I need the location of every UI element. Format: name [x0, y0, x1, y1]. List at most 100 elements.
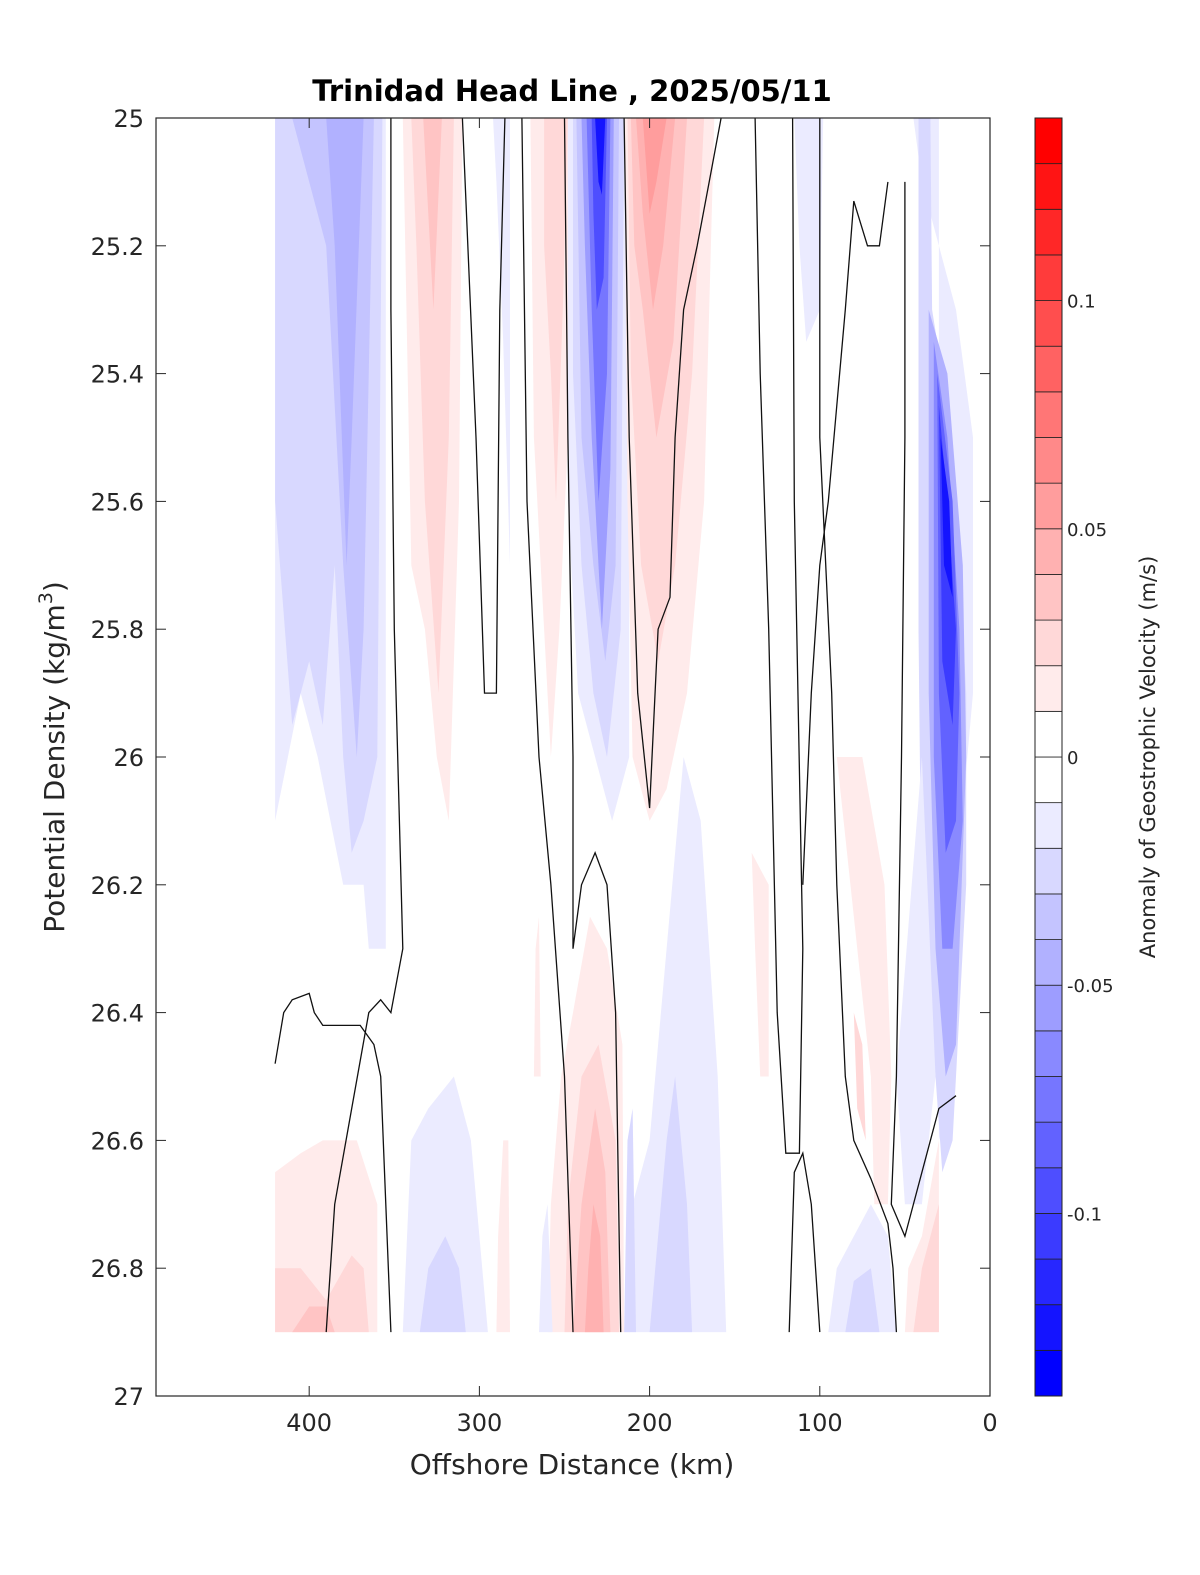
y-tick-label: 25.4 [91, 361, 144, 389]
contour-fill-30 [624, 757, 727, 1333]
contour-fill-50 [845, 1268, 880, 1333]
contour-line-zero-3 [521, 118, 574, 1333]
y-tick-label: 25.2 [91, 233, 144, 261]
contour-fill-43 [275, 1255, 369, 1333]
contour-fill-16 [595, 118, 606, 195]
contour-line-zero-2 [461, 118, 506, 694]
plot-area: 400 300 200 100 0 25 25.2 25.4 25.6 25.8 26 26.2 26… [91, 105, 998, 1437]
contour-lines [274, 118, 957, 1333]
colorbar-bin [1034, 1349, 1063, 1397]
colorbar-bin [1034, 391, 1063, 438]
colorbar-bin [1034, 437, 1063, 484]
contour-line-zero-5 [623, 118, 722, 809]
x-axis-title: Offshore Distance (km) [410, 1448, 735, 1481]
colorbar-bin [1034, 619, 1063, 667]
y-tick-label: 26.4 [91, 1000, 144, 1028]
contour-fill-21 [642, 118, 667, 214]
colorbar-tick-label: -0.05 [1067, 976, 1114, 997]
y-axis-title: Potential Density (kg/m3) [35, 581, 71, 933]
colorbar-bin [1034, 1121, 1063, 1169]
contour-line-zero-10 [788, 1150, 821, 1333]
colorbar-bin [1034, 117, 1063, 165]
contour-fill-3 [326, 118, 364, 566]
colorbar-bin [1034, 163, 1063, 210]
contour-fill-49 [828, 1204, 897, 1333]
contour-line-zero-4 [563, 118, 622, 1333]
x-tick-label: 400 [286, 1409, 332, 1437]
colorbar-bin [1034, 528, 1063, 575]
contour-fill-6 [423, 118, 442, 310]
y-axis-title-superscript: 3 [35, 592, 57, 604]
colorbar-bin [1034, 254, 1063, 301]
contour-fill-44 [292, 1306, 335, 1333]
y-tick-label: 25.8 [91, 616, 144, 644]
contour-line-zero-8 [890, 181, 957, 1239]
chart-title: Trinidad Head Line , 2025/05/11 [312, 74, 832, 108]
contour-fill-37 [496, 1140, 510, 1333]
colorbar-bin [1034, 1076, 1063, 1123]
y-tick-label: 27 [113, 1383, 144, 1411]
x-tick-label: 200 [627, 1409, 673, 1437]
colorbar-bin [1034, 574, 1063, 621]
colorbar-tick-label: -0.1 [1067, 1204, 1102, 1225]
colorbar-title: Anomaly of Geostrophic Velocity (m/s) [1136, 556, 1160, 959]
colorbar-bin [1034, 1213, 1063, 1260]
colorbar-bin [1034, 1258, 1063, 1306]
y-axis-title-main: Potential Density (kg/m [38, 604, 71, 933]
x-tick-label: 100 [797, 1409, 843, 1437]
colorbar-bin [1034, 1167, 1063, 1214]
filled-contours [275, 118, 973, 1333]
colorbar-bin [1034, 300, 1063, 347]
contour-line-zero-7 [819, 118, 898, 1333]
contour-line-zero-1 [274, 992, 392, 1333]
colorbar-bin [1034, 345, 1063, 393]
colorbar-bin [1034, 1030, 1063, 1077]
contour-fill-47 [751, 852, 769, 1077]
x-tick-label: 0 [982, 1409, 997, 1437]
colorbar-bin [1034, 710, 1063, 758]
contour-fill-22 [794, 118, 824, 342]
colorbar-bin [1034, 984, 1063, 1032]
y-tick-label: 25 [113, 105, 144, 133]
contour-fill-32 [624, 1108, 636, 1333]
contour-line-zero-6 [754, 118, 804, 1154]
y-axis: 25 25.2 25.4 25.6 25.8 26 26.2 26.4 26.6 26.8 27 [91, 105, 990, 1411]
colorbar-bin [1034, 665, 1063, 712]
colorbar-bin [1034, 756, 1063, 804]
colorbar-bin [1034, 208, 1063, 256]
contour-line-zero-9 [802, 181, 889, 885]
colorbar-frame [1034, 117, 1063, 1397]
colorbar-tick-label: 0 [1067, 748, 1078, 769]
contour-fill-40 [419, 1236, 466, 1333]
colorbar-bin [1034, 939, 1063, 986]
y-axis-title-close: ) [38, 581, 71, 592]
contour-fill-36 [584, 1204, 604, 1333]
y-tick-label: 26.8 [91, 1255, 144, 1283]
y-tick-label: 26.6 [91, 1127, 144, 1155]
contour-fill-38 [533, 916, 541, 1077]
contour-fill-7 [493, 118, 510, 566]
contour-fill-9 [544, 118, 568, 502]
contour-fill-29 [940, 437, 953, 598]
contour-fill-45 [836, 757, 892, 1205]
contour-fill-31 [649, 1076, 693, 1333]
contour-fill-39 [402, 1076, 488, 1333]
colorbar-bin [1034, 847, 1063, 895]
contour-fill-20 [636, 118, 676, 310]
colorbar-bin [1034, 893, 1063, 940]
contour-fill-48 [896, 757, 936, 1205]
colorbar-bin [1034, 482, 1063, 530]
contour-fill-52 [913, 1204, 939, 1333]
x-tick-label: 300 [456, 1409, 502, 1437]
colorbar-tick-label: 0.1 [1067, 292, 1096, 313]
y-tick-label: 26 [113, 744, 144, 772]
colorbar: 0.1 0.05 0 -0.05 -0.1 [1034, 117, 1114, 1397]
colorbar-bin [1034, 802, 1063, 849]
contour-fill-5 [411, 118, 454, 694]
colorbar-bin [1034, 1304, 1063, 1351]
colorbar-tick-label: 0.05 [1067, 520, 1107, 541]
contour-fill-41 [539, 1204, 553, 1333]
y-tick-label: 26.2 [91, 872, 144, 900]
x-axis: 400 300 200 100 0 [286, 118, 998, 1437]
